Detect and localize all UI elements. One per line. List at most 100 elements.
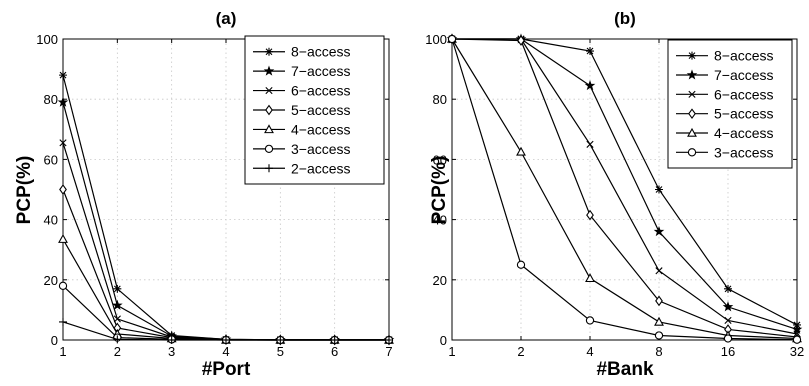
legend-marker [686,69,698,80]
y-tick-label: 20 [44,273,58,288]
series-7 [59,317,393,344]
y-axis-label: PCP(%) [429,156,450,225]
data-point [330,336,339,344]
data-point [58,281,68,290]
legend-marker [687,148,697,157]
y-axis-label: PCP(%) [14,156,35,225]
data-point [655,295,663,307]
y-tick-label: 100 [425,32,447,47]
legend-marker [265,47,273,56]
legend-entry: 6−access [714,86,774,102]
legend-marker [265,164,273,173]
data-point [792,335,802,344]
data-point [791,323,803,334]
data-point [724,284,732,293]
x-tick-label: 5 [277,344,284,359]
data-point [113,335,122,344]
y-tick-label: 0 [440,333,447,348]
data-point [222,336,230,344]
y-tick-label: 0 [51,333,58,348]
legend-marker [687,127,697,137]
series-line [451,38,798,340]
data-point [167,336,176,344]
data-point [59,139,67,147]
series-line [62,238,389,341]
legend-marker [265,86,273,95]
legend-entry: 8−access [714,48,774,64]
y-tick-label: 40 [433,213,447,228]
data-point [722,301,734,312]
data-point [57,96,69,107]
series-line [451,38,798,338]
chart-title: (b) [614,9,636,28]
series-line [451,38,798,341]
data-point [723,334,733,343]
legend: 8−access 7−access 6−access 5−access 4−access… [667,39,793,169]
legend-marker [263,65,275,76]
data-point [59,184,67,195]
data-point [584,80,596,91]
data-point [585,273,595,283]
data-point [276,336,285,344]
legend-marker [264,124,274,134]
legend-marker [264,144,274,154]
x-tick-label: 4 [222,344,229,359]
data-point [58,234,68,243]
legend-marker [688,51,696,60]
y-tick-label: 60 [433,152,447,167]
series-line [452,38,798,335]
y-tick-label: 80 [44,92,58,107]
chart-title: (a) [216,9,237,28]
y-tick-label: 20 [433,273,447,288]
y-tick-label: 40 [44,213,58,228]
data-point [585,316,595,325]
x-tick-label: 3 [168,344,175,359]
x-tick-label: 2 [517,344,524,359]
data-point [516,146,526,156]
y-tick-label: 60 [44,152,58,167]
legend-marker [688,90,696,98]
series-3 [448,35,801,338]
legend-entry: 7−access [714,67,774,83]
legend-entry: 8−access [291,44,351,60]
legend-entry: 6−access [291,83,351,99]
data-point [59,71,67,80]
x-tick-label: 6 [331,344,338,359]
data-point [724,316,732,325]
series-6 [447,34,802,344]
data-point [654,316,664,326]
legend-box [667,39,793,169]
x-tick-label: 2 [114,344,121,359]
data-point [653,226,665,237]
data-point [586,209,594,221]
data-point [586,140,594,148]
legend-marker [688,108,696,120]
y-tick-label: 100 [36,32,58,47]
data-point [655,185,663,194]
data-point [447,34,457,44]
data-point [516,260,526,269]
legend: 8−access 7−access 6−access 5−access 4−access… [244,35,385,185]
data-point [385,336,393,344]
legend-marker [265,104,273,116]
data-point [654,331,664,340]
x-axis-label: #Bank [596,359,653,380]
legend-entry: 5−access [291,102,351,118]
x-tick-label: 16 [721,344,735,359]
legend-entry: 7−access [291,63,351,79]
legend-entry: 4−access [291,121,351,137]
x-tick-label: 8 [655,344,662,359]
data-point [59,317,67,326]
data-point [517,35,525,46]
data-point [655,267,663,275]
x-tick-label: 32 [790,344,804,359]
chart-panel-b: 0 20 40 60 80 100 1 2 4 8 16 32 8−access 7−access 6−ac… [425,9,804,380]
x-tick-label: 1 [448,344,455,359]
legend-entry: 4−access [714,125,774,141]
x-tick-label: 4 [586,344,593,359]
x-tick-label: 7 [385,344,392,359]
data-point [586,47,594,56]
y-tick-label: 80 [433,92,447,107]
data-point [113,284,122,293]
